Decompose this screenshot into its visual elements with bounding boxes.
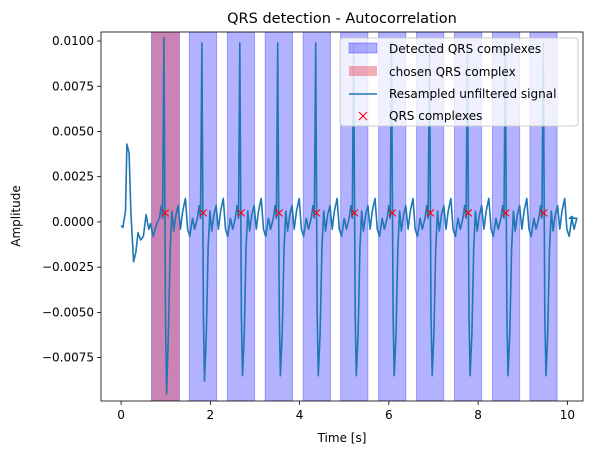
- legend-label-detected: Detected QRS complexes: [389, 42, 541, 56]
- x-tick-label: 6: [385, 408, 393, 422]
- qrs-marker: [539, 208, 548, 217]
- qrs-marker: [237, 208, 246, 217]
- x-tick-label: 2: [207, 408, 215, 422]
- x-axis-label: Time [s]: [317, 431, 367, 445]
- y-axis-ticks: −0.0075 −0.0050 −0.0025 0.0000 0.0025 0.0050 0…: [42, 34, 101, 365]
- x-axis-ticks: 0 2 4 6 8 10: [117, 401, 575, 422]
- qrs-marker: [350, 208, 359, 217]
- qrs-marker: [161, 208, 170, 217]
- y-tick-label: 0.0050: [52, 124, 94, 138]
- legend-label-signal: Resampled unfiltered signal: [389, 87, 556, 101]
- qrs-marker-layer: [161, 208, 548, 217]
- qrs-marker: [426, 208, 435, 217]
- chart-title: QRS detection - Autocorrelation: [227, 11, 457, 27]
- legend-swatch-marker: [358, 111, 368, 121]
- y-axis-label: Amplitude: [9, 185, 23, 247]
- qrs-marker: [464, 208, 473, 217]
- qrs-marker: [312, 208, 321, 217]
- y-tick-label: 0.0100: [52, 34, 94, 48]
- qrs-marker: [388, 208, 397, 217]
- y-tick-label: −0.0025: [42, 260, 94, 274]
- plot-frame: [100, 31, 584, 402]
- y-tick-label: 0.0025: [52, 170, 94, 184]
- legend-label-chosen: chosen QRS complex: [389, 65, 516, 79]
- legend-label-marker: QRS complexes: [389, 109, 482, 123]
- qrs-marker: [501, 208, 510, 217]
- y-tick-label: 0.0075: [52, 79, 94, 93]
- y-tick-label: −0.0050: [42, 305, 94, 319]
- qrs-marker: [199, 208, 208, 217]
- x-tick-label: 4: [296, 408, 304, 422]
- qrs-marker: [275, 208, 283, 217]
- x-tick-label: 8: [474, 408, 482, 422]
- x-tick-label: 10: [560, 408, 575, 422]
- legend-swatch-detected: [348, 42, 378, 54]
- y-tick-label: 0.0000: [52, 215, 94, 229]
- legend-swatch-chosen: [349, 66, 377, 76]
- legend-box: [339, 37, 579, 127]
- x-tick-label: 0: [117, 408, 125, 422]
- y-tick-label: −0.0075: [42, 351, 94, 365]
- legend: Detected QRS complexes chosen QRS comple…: [339, 37, 579, 127]
